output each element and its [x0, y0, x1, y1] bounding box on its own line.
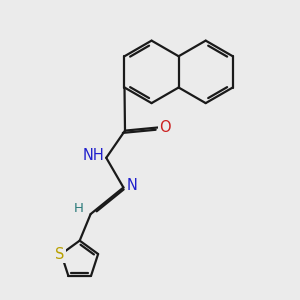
Text: H: H: [74, 202, 84, 215]
Text: S: S: [55, 247, 64, 262]
Text: NH: NH: [82, 148, 104, 163]
Text: N: N: [127, 178, 138, 193]
Text: O: O: [159, 120, 170, 135]
